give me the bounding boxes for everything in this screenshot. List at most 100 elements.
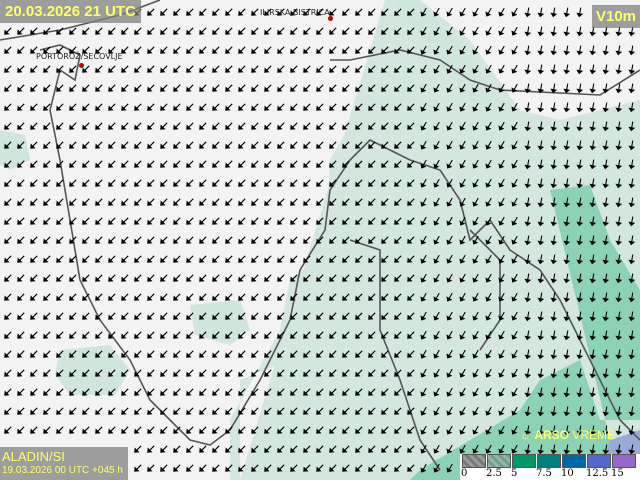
wind-arrow-head [121,181,127,187]
wind-arrow-head [56,67,62,73]
wind-arrow-head [290,447,296,453]
wind-arrow-head [212,48,218,54]
wind-arrow-head [17,67,23,73]
wind-arrow-head [628,335,636,341]
wind-arrow-head [17,143,23,149]
wind-arrow-head [147,29,153,35]
wind-arrow-head [407,276,413,282]
wind-arrow-head [160,447,166,453]
wind-arrow-head [368,124,374,130]
wind-arrow-head [563,31,571,37]
wind-arrow-head [4,295,10,301]
wind-arrow-head [537,430,545,436]
wind-arrow-head [628,107,636,113]
wind-arrow-head [225,276,231,282]
wind-arrow-head [264,219,270,225]
wind-arrow-head [329,352,335,358]
wind-arrow-head [173,295,179,301]
wind-arrow-head [4,409,10,415]
wind-arrow-head [576,164,584,170]
wind-arrow-head [420,49,427,55]
wind-arrow-head [108,48,114,54]
wind-arrow-head [381,143,387,149]
wind-arrow-head [342,333,348,339]
wind-arrow-head [446,372,453,378]
wind-arrow-head [147,257,153,263]
wind-arrow-head [108,276,114,282]
wind-arrow-head [381,390,387,396]
wind-arrow-head [459,429,466,435]
wind-arrow-head [511,372,518,378]
wind-arrow-head [355,105,361,111]
wind-arrow-head [602,145,610,151]
wind-arrow-head [628,373,636,379]
wind-arrow-head [134,314,140,320]
wind-arrow-head [95,390,101,396]
wind-arrow-head [82,124,88,130]
wind-arrow-head [199,10,205,16]
wind-arrow-head [186,105,192,111]
wind-arrow-head [95,200,101,206]
wind-arrow-head [524,145,532,151]
wind-arrow-head [537,411,545,417]
wind-arrow-head [251,124,257,130]
wind-arrow-head [303,67,309,73]
wind-arrow-head [316,238,322,244]
wind-arrow-head [381,181,387,187]
wind-arrow-head [4,124,10,130]
wind-arrow-head [537,316,545,322]
wind-arrow-head [368,447,374,453]
wind-arrow-head [264,124,270,130]
wind-arrow-head [30,276,36,282]
wind-arrow-head [498,11,505,17]
wind-arrow-head [511,334,518,340]
wind-arrow-head [316,352,322,358]
wind-arrow-head [134,257,140,263]
wind-arrow-head [264,314,270,320]
wind-arrow-head [108,333,114,339]
wind-arrow-head [511,49,518,55]
wind-arrow-head [238,276,244,282]
wind-arrow-head [420,239,427,245]
wind-arrow-head [433,68,440,74]
wind-arrow-head [238,29,244,35]
wind-arrow-head [576,69,584,75]
wind-arrow-head [550,12,558,18]
wind-arrow-head [108,428,114,434]
wind-arrow-head [420,353,427,359]
wind-arrow-head [238,314,244,320]
legend-swatch [462,454,486,468]
wind-arrow-head [264,143,270,149]
wind-arrow-head [355,10,361,16]
wind-arrow-head [589,430,597,436]
wind-arrow-head [160,67,166,73]
wind-arrow-head [69,390,75,396]
wind-arrow-head [485,277,492,283]
wind-arrow-head [550,31,558,37]
wind-arrow-head [303,10,309,16]
wind-arrow-head [251,314,257,320]
wind-arrow-head [472,201,479,207]
wind-arrow-head [82,333,88,339]
wind-arrow-head [628,316,636,322]
wind-arrow-head [498,448,505,454]
wind-arrow-head [303,143,309,149]
wind-arrow-head [212,10,218,16]
wind-arrow-head [186,10,192,16]
wind-arrow-head [56,371,62,377]
wind-arrow-head [368,48,374,54]
wind-arrow-head [95,86,101,92]
wind-arrow-head [511,391,518,397]
wind-arrow-head [615,221,623,227]
wind-arrow-head [394,428,400,434]
wind-arrow-head [108,238,114,244]
wind-arrow-head [563,373,571,379]
wind-arrow-head [108,124,114,130]
wind-arrow-head [615,259,623,265]
wind-arrow-head [108,352,114,358]
wind-arrow-head [615,183,623,189]
wind-arrow-head [381,352,387,358]
wind-arrow-head [628,202,636,208]
wind-arrow-head [407,124,413,130]
wind-arrow-head [43,67,49,73]
